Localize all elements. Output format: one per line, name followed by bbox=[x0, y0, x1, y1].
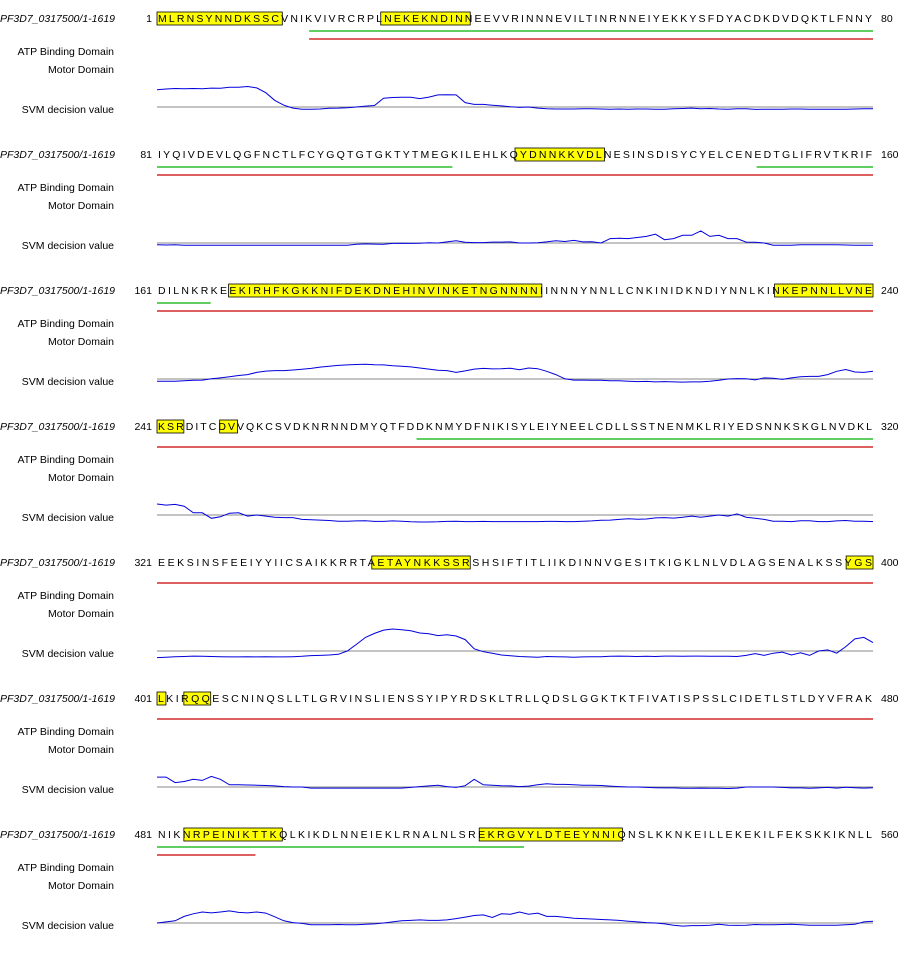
start-position: 481 bbox=[134, 829, 152, 841]
sequence-name: PF3D7_0317500/1-1619 bbox=[0, 421, 115, 433]
motif-highlight bbox=[156, 11, 283, 26]
sequence-text: KSRDITCDVVQKCSVDKNRNNDMYQTFDDKNMYDFNIKIS… bbox=[158, 421, 872, 433]
atp-track-label: ATP Binding Domain bbox=[18, 182, 115, 194]
svm-decision-curve bbox=[157, 363, 874, 383]
atp-track-label: ATP Binding Domain bbox=[18, 590, 115, 602]
motif-highlight bbox=[514, 147, 605, 162]
motif-highlight bbox=[380, 11, 471, 26]
motor-track-label: Motor Domain bbox=[48, 64, 114, 76]
motif-highlight bbox=[183, 691, 212, 706]
svm-track-label: SVM decision value bbox=[22, 512, 114, 524]
start-position: 321 bbox=[134, 557, 152, 569]
svm-decision-curve bbox=[156, 628, 874, 659]
svm-track-label: SVM decision value bbox=[22, 920, 114, 932]
sequence-name: PF3D7_0317500/1-1619 bbox=[0, 829, 115, 841]
end-position: 480 bbox=[881, 693, 899, 705]
sequence-block: PF3D7_0317500/1-1619 321 400 EEKSINSFEEIYYI… bbox=[0, 555, 899, 660]
motor-track-label: Motor Domain bbox=[48, 472, 114, 484]
start-position: 401 bbox=[134, 693, 152, 705]
svm-decision-curve bbox=[156, 230, 873, 246]
svm-track-label: SVM decision value bbox=[22, 240, 114, 252]
motif-highlight bbox=[228, 283, 543, 298]
motif-highlight bbox=[371, 555, 471, 570]
svm-decision-curve bbox=[156, 910, 874, 927]
atp-track-label: ATP Binding Domain bbox=[18, 726, 115, 738]
svm-track-label: SVM decision value bbox=[22, 376, 114, 388]
motor-track-label: Motor Domain bbox=[48, 336, 114, 348]
motif-highlight bbox=[156, 691, 167, 706]
motor-track-label: Motor Domain bbox=[48, 880, 114, 892]
sequence-block: PF3D7_0317500/1-1619 241 320 KSRDITCDVVQKCS… bbox=[0, 419, 899, 524]
sequence-name: PF3D7_0317500/1-1619 bbox=[0, 285, 115, 297]
sequence-block: PF3D7_0317500/1-1619 401 480 LKIRQQESCNINQS… bbox=[0, 691, 899, 796]
start-position: 1 bbox=[146, 13, 152, 25]
svm-decision-curve bbox=[156, 503, 874, 523]
svm-track-label: SVM decision value bbox=[22, 648, 114, 660]
svm-track-label: SVM decision value bbox=[22, 104, 114, 116]
sequence-text: MLRNSYNNDKSSCVNIKVIVRCRPLNEKEKNDINNEEVVR… bbox=[158, 13, 872, 25]
svm-track-label: SVM decision value bbox=[22, 784, 114, 796]
sequence-name: PF3D7_0317500/1-1619 bbox=[0, 13, 115, 25]
sequence-block: PF3D7_0317500/1-1619 1 80 MLRNSYNNDKSSCVNIK… bbox=[0, 11, 893, 116]
motif-highlight bbox=[478, 827, 623, 842]
motor-track-label: Motor Domain bbox=[48, 200, 114, 212]
motif-highlight bbox=[156, 419, 185, 434]
motif-highlight bbox=[774, 283, 874, 298]
atp-track-label: ATP Binding Domain bbox=[18, 318, 115, 330]
motif-highlight bbox=[845, 555, 874, 570]
atp-track-label: ATP Binding Domain bbox=[18, 454, 115, 466]
sequence-text: DILNKRKEEKIRHFKGKKNIFDEKDNEHINVINKETNGNN… bbox=[158, 285, 872, 297]
sequence-name: PF3D7_0317500/1-1619 bbox=[0, 557, 115, 569]
sequence-block: PF3D7_0317500/1-1619 161 240 DILNKRKEEKIRHF… bbox=[0, 283, 899, 388]
end-position: 80 bbox=[881, 13, 893, 25]
sequence-text: IYQIVDEVLQGFNCTLFCYGQTGTGKTYTMEGKILEHLKQ… bbox=[158, 149, 872, 161]
start-position: 81 bbox=[140, 149, 152, 161]
motor-track-label: Motor Domain bbox=[48, 608, 114, 620]
end-position: 240 bbox=[881, 285, 899, 297]
start-position: 161 bbox=[134, 285, 152, 297]
end-position: 560 bbox=[881, 829, 899, 841]
svm-decision-curve bbox=[156, 85, 873, 110]
sequence-name: PF3D7_0317500/1-1619 bbox=[0, 149, 115, 161]
end-position: 400 bbox=[881, 557, 899, 569]
sequence-text: LKIRQQESCNINQSLLTLGRVINSLIENSSYIPYRDSKLT… bbox=[158, 693, 872, 705]
motor-track-label: Motor Domain bbox=[48, 744, 114, 756]
sequence-block: PF3D7_0317500/1-1619 81 160 IYQIVDEVLQGFNCT… bbox=[0, 147, 899, 252]
motif-highlight bbox=[183, 827, 283, 842]
sequence-name: PF3D7_0317500/1-1619 bbox=[0, 693, 115, 705]
start-position: 241 bbox=[134, 421, 152, 433]
atp-track-label: ATP Binding Domain bbox=[18, 46, 115, 58]
sequence-text: EEKSINSFEEIYYIICSAIKKRRTAETAYNKKSSRSHSIF… bbox=[158, 557, 872, 569]
sequence-block: PF3D7_0317500/1-1619 481 560 NIKNRPEINIKTTK… bbox=[0, 827, 899, 932]
end-position: 160 bbox=[881, 149, 899, 161]
atp-track-label: ATP Binding Domain bbox=[18, 862, 115, 874]
motif-highlight bbox=[219, 419, 238, 434]
svm-decision-curve bbox=[157, 775, 874, 790]
end-position: 320 bbox=[881, 421, 899, 433]
sequence-text: NIKNRPEINIKTTKQLKIKDLNNEIEKLRNALNLSREKRG… bbox=[158, 829, 872, 841]
